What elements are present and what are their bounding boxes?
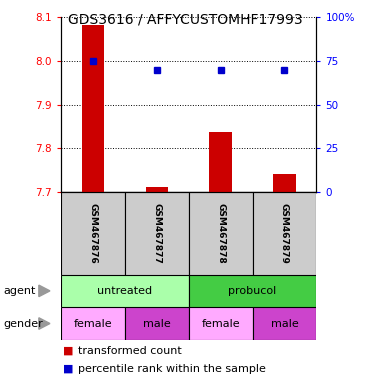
Bar	[61, 307, 125, 340]
Text: female: female	[74, 318, 112, 329]
Bar	[61, 192, 125, 275]
Polygon shape	[39, 285, 50, 296]
Bar	[252, 192, 316, 275]
Text: male: male	[143, 318, 171, 329]
Text: GDS3616 / AFFYCUSTOMHF17993: GDS3616 / AFFYCUSTOMHF17993	[68, 13, 302, 27]
Text: transformed count: transformed count	[78, 346, 181, 356]
Bar	[125, 307, 189, 340]
Bar	[146, 187, 168, 192]
Text: percentile rank within the sample: percentile rank within the sample	[78, 364, 266, 374]
Text: probucol: probucol	[228, 286, 277, 296]
Text: gender: gender	[4, 318, 43, 329]
Text: GSM467876: GSM467876	[88, 203, 97, 264]
Text: male: male	[270, 318, 298, 329]
Bar	[61, 275, 189, 307]
Text: agent: agent	[4, 286, 36, 296]
Bar	[189, 275, 316, 307]
Bar	[209, 132, 232, 192]
Bar	[273, 174, 296, 192]
Bar	[82, 25, 104, 192]
Text: ■: ■	[63, 364, 73, 374]
Text: female: female	[201, 318, 240, 329]
Polygon shape	[39, 318, 50, 329]
Bar	[252, 307, 316, 340]
Bar	[125, 192, 189, 275]
Text: untreated: untreated	[97, 286, 152, 296]
Text: ■: ■	[63, 346, 73, 356]
Bar	[189, 307, 252, 340]
Text: GSM467879: GSM467879	[280, 203, 289, 264]
Text: GSM467878: GSM467878	[216, 203, 225, 264]
Text: GSM467877: GSM467877	[152, 203, 161, 264]
Bar	[189, 192, 252, 275]
